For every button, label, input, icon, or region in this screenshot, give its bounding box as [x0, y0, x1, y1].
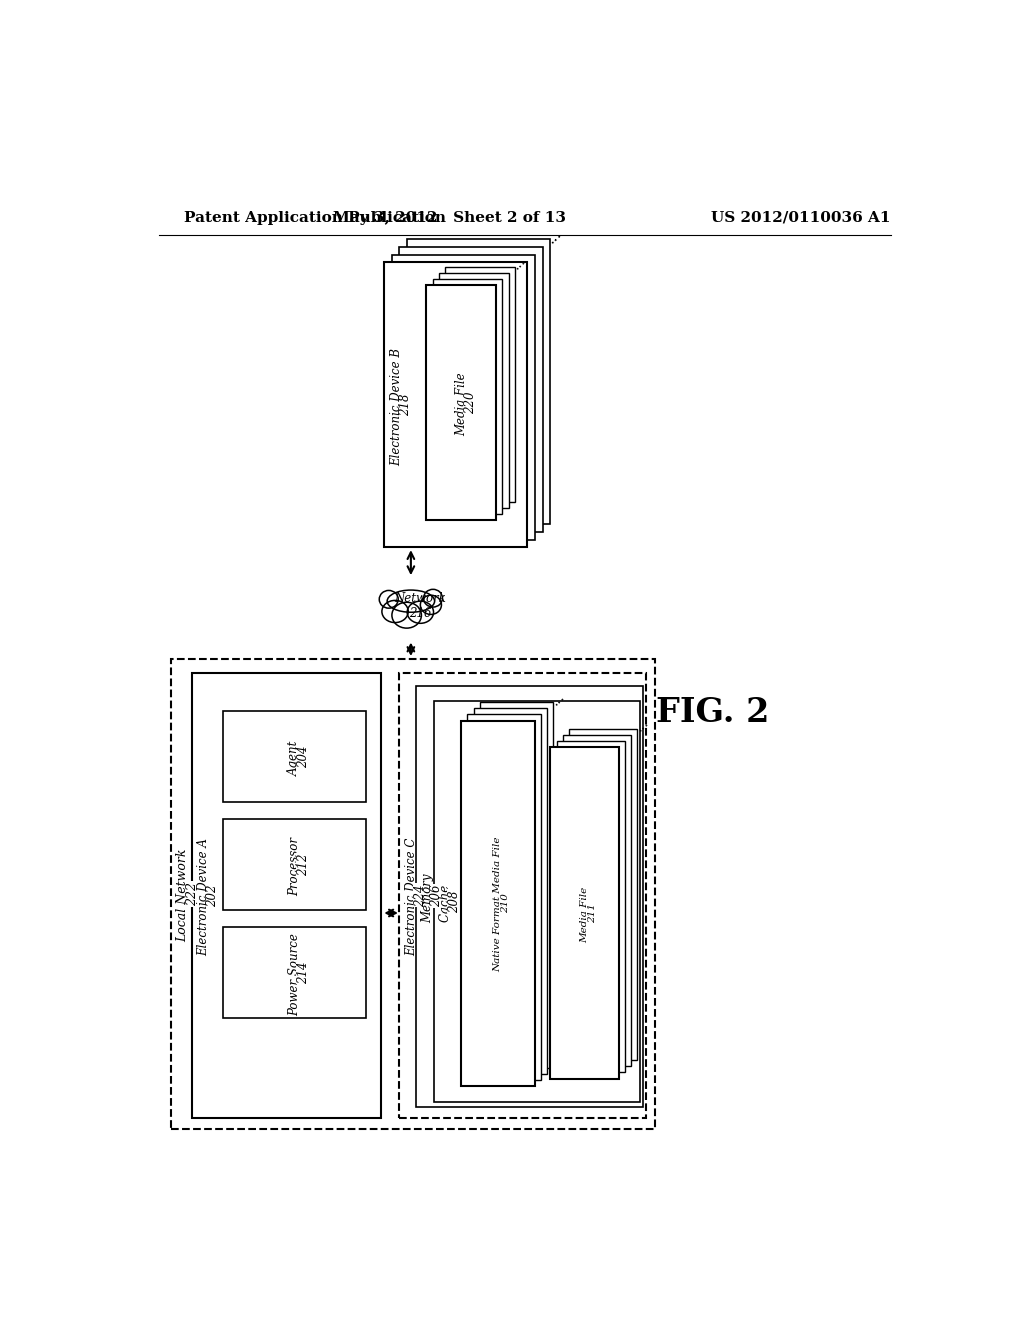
- Text: ...: ...: [549, 689, 567, 708]
- Text: 204: 204: [297, 746, 309, 768]
- Bar: [445, 267, 515, 502]
- Bar: [391, 255, 535, 540]
- Bar: [171, 659, 655, 1129]
- Text: Power Source: Power Source: [288, 929, 301, 1015]
- Text: 211: 211: [588, 903, 597, 923]
- Text: Native Format Media File: Native Format Media File: [494, 834, 503, 973]
- Text: 220: 220: [464, 391, 476, 413]
- Text: May 3, 2012   Sheet 2 of 13: May 3, 2012 Sheet 2 of 13: [333, 211, 566, 224]
- Bar: [438, 273, 509, 508]
- Text: Agent: Agent: [288, 737, 301, 776]
- Ellipse shape: [408, 601, 433, 623]
- Bar: [474, 708, 547, 1074]
- Bar: [480, 702, 554, 1068]
- Text: 222: 222: [186, 882, 199, 906]
- Text: FIG. 2: FIG. 2: [656, 697, 770, 729]
- Bar: [384, 263, 527, 548]
- Bar: [550, 747, 618, 1078]
- Text: Memory: Memory: [422, 870, 434, 923]
- Text: 206: 206: [430, 884, 443, 907]
- Bar: [222, 927, 366, 1018]
- Text: Electronic Device C: Electronic Device C: [406, 834, 418, 957]
- Text: Electronic Device B: Electronic Device B: [390, 345, 403, 466]
- Bar: [407, 239, 550, 524]
- Text: Cache: Cache: [439, 880, 453, 921]
- Text: 210: 210: [502, 894, 510, 913]
- Text: 202: 202: [207, 884, 219, 907]
- Text: ...: ...: [509, 253, 528, 273]
- Text: 212: 212: [297, 853, 309, 875]
- Bar: [461, 721, 535, 1086]
- Bar: [434, 701, 640, 1102]
- Bar: [191, 673, 381, 1118]
- Ellipse shape: [379, 590, 398, 609]
- Text: 224: 224: [414, 884, 427, 907]
- Text: Network: Network: [394, 593, 446, 606]
- Text: ...: ...: [544, 224, 564, 246]
- Bar: [399, 673, 646, 1118]
- Bar: [399, 247, 543, 532]
- Bar: [222, 711, 366, 803]
- Ellipse shape: [424, 589, 442, 607]
- Text: Media File: Media File: [455, 368, 468, 436]
- Bar: [563, 735, 631, 1067]
- Text: Processor: Processor: [288, 833, 301, 896]
- Text: 218: 218: [399, 393, 413, 416]
- Bar: [222, 818, 366, 909]
- Text: 208: 208: [449, 890, 461, 912]
- Text: ...: ...: [632, 715, 651, 735]
- Ellipse shape: [382, 601, 409, 623]
- Bar: [426, 285, 496, 520]
- Bar: [417, 686, 643, 1107]
- Text: Electronic Device A: Electronic Device A: [198, 834, 211, 956]
- Bar: [432, 280, 503, 515]
- Text: 216: 216: [409, 607, 431, 620]
- Text: US 2012/0110036 A1: US 2012/0110036 A1: [711, 211, 891, 224]
- Ellipse shape: [421, 595, 441, 614]
- Text: Local Network: Local Network: [176, 845, 189, 942]
- Bar: [467, 714, 541, 1080]
- Bar: [569, 729, 637, 1060]
- Bar: [557, 742, 625, 1072]
- Text: 214: 214: [297, 961, 309, 983]
- Text: Media File: Media File: [580, 883, 589, 942]
- Text: Patent Application Publication: Patent Application Publication: [183, 211, 445, 224]
- Ellipse shape: [392, 602, 422, 628]
- Ellipse shape: [387, 590, 434, 612]
